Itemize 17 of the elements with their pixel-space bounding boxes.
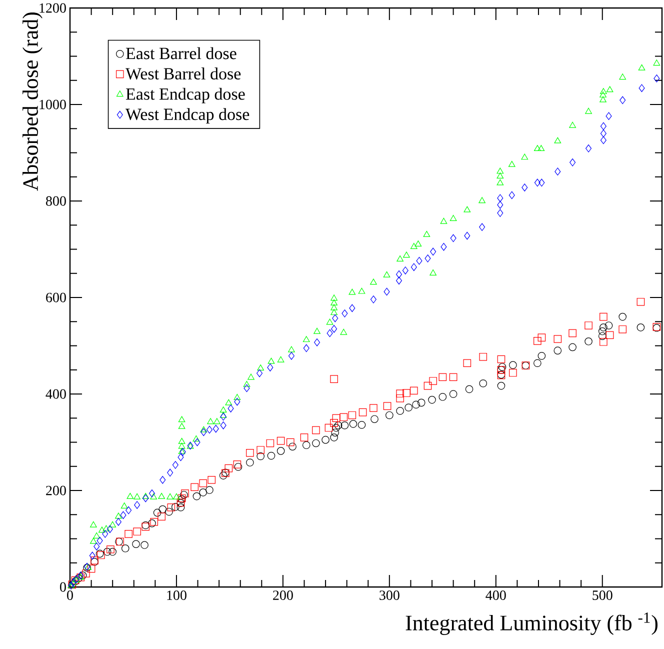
y-tick-label: 0	[60, 582, 66, 592]
x-tick-label: 400	[486, 590, 506, 600]
legend-label: West Endcap dose	[126, 108, 250, 124]
legend-label: West Barrel dose	[126, 68, 241, 80]
x-tick-label: 100	[167, 590, 186, 600]
x-tick-label: 500	[592, 590, 612, 600]
x-axis-title: Integrated Luminosity (fb $^{-1}$)	[406, 612, 658, 635]
x-tick-label: 0	[67, 590, 73, 600]
y-tick-label: 400	[46, 389, 66, 399]
x-tick-label: 300	[380, 590, 400, 600]
y-tick-label: 600	[46, 292, 66, 302]
y-tick-label: 800	[46, 196, 66, 206]
x-tick-label: 200	[273, 590, 293, 600]
y-tick-label: 200	[46, 486, 66, 496]
legend-label: East Barrel dose	[126, 47, 236, 60]
y-tick-label: 1200	[40, 3, 66, 13]
legend-label: East Endcap dose	[126, 88, 245, 104]
